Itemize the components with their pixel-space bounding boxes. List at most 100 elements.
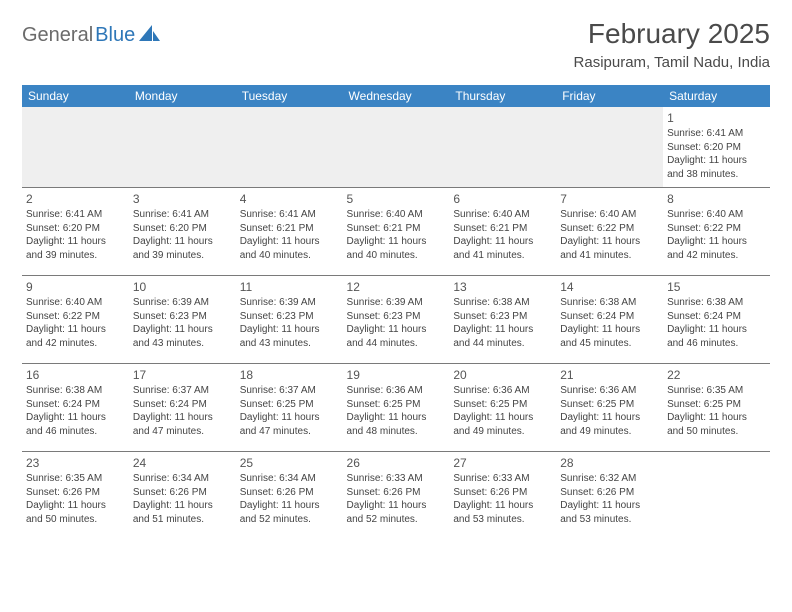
daylight-line: Daylight: 11 hours and 46 minutes. bbox=[667, 323, 766, 350]
sunset-line: Sunset: 6:25 PM bbox=[453, 398, 552, 412]
calendar-empty-cell bbox=[129, 107, 236, 188]
sunrise-line: Sunrise: 6:40 AM bbox=[560, 208, 659, 222]
day-number: 28 bbox=[560, 455, 659, 471]
daylight-line: Daylight: 11 hours and 52 minutes. bbox=[240, 499, 339, 526]
calendar-day-cell: 28Sunrise: 6:32 AMSunset: 6:26 PMDayligh… bbox=[556, 452, 663, 540]
weekday-header: Tuesday bbox=[236, 85, 343, 107]
sunset-line: Sunset: 6:24 PM bbox=[667, 310, 766, 324]
day-number: 1 bbox=[667, 110, 766, 126]
day-number: 18 bbox=[240, 367, 339, 383]
calendar-day-cell: 17Sunrise: 6:37 AMSunset: 6:24 PMDayligh… bbox=[129, 364, 236, 452]
brand-logo: General Blue bbox=[22, 24, 161, 47]
calendar-page: General Blue February 2025 Rasipuram, Ta… bbox=[0, 0, 792, 540]
day-number: 12 bbox=[347, 279, 446, 295]
calendar-empty-cell bbox=[22, 107, 129, 188]
calendar-day-cell: 13Sunrise: 6:38 AMSunset: 6:23 PMDayligh… bbox=[449, 276, 556, 364]
title-block: February 2025 Rasipuram, Tamil Nadu, Ind… bbox=[574, 18, 770, 71]
sunset-line: Sunset: 6:20 PM bbox=[133, 222, 232, 236]
sunset-line: Sunset: 6:21 PM bbox=[240, 222, 339, 236]
day-number: 5 bbox=[347, 191, 446, 207]
day-number: 15 bbox=[667, 279, 766, 295]
calendar-week: 23Sunrise: 6:35 AMSunset: 6:26 PMDayligh… bbox=[22, 452, 770, 540]
calendar-day-cell: 21Sunrise: 6:36 AMSunset: 6:25 PMDayligh… bbox=[556, 364, 663, 452]
sunrise-line: Sunrise: 6:38 AM bbox=[453, 296, 552, 310]
calendar-day-cell: 22Sunrise: 6:35 AMSunset: 6:25 PMDayligh… bbox=[663, 364, 770, 452]
daylight-line: Daylight: 11 hours and 39 minutes. bbox=[133, 235, 232, 262]
calendar-day-cell: 12Sunrise: 6:39 AMSunset: 6:23 PMDayligh… bbox=[343, 276, 450, 364]
sunrise-line: Sunrise: 6:32 AM bbox=[560, 472, 659, 486]
weekday-header: Friday bbox=[556, 85, 663, 107]
sunset-line: Sunset: 6:24 PM bbox=[133, 398, 232, 412]
sunset-line: Sunset: 6:26 PM bbox=[453, 486, 552, 500]
sunset-line: Sunset: 6:21 PM bbox=[453, 222, 552, 236]
sunrise-line: Sunrise: 6:38 AM bbox=[26, 384, 125, 398]
sunrise-line: Sunrise: 6:33 AM bbox=[347, 472, 446, 486]
day-number: 13 bbox=[453, 279, 552, 295]
day-number: 17 bbox=[133, 367, 232, 383]
calendar-table: SundayMondayTuesdayWednesdayThursdayFrid… bbox=[22, 85, 770, 540]
sunset-line: Sunset: 6:25 PM bbox=[560, 398, 659, 412]
day-number: 4 bbox=[240, 191, 339, 207]
calendar-day-cell: 19Sunrise: 6:36 AMSunset: 6:25 PMDayligh… bbox=[343, 364, 450, 452]
location-label: Rasipuram, Tamil Nadu, India bbox=[574, 54, 770, 71]
daylight-line: Daylight: 11 hours and 52 minutes. bbox=[347, 499, 446, 526]
sunset-line: Sunset: 6:26 PM bbox=[560, 486, 659, 500]
daylight-line: Daylight: 11 hours and 51 minutes. bbox=[133, 499, 232, 526]
day-number: 27 bbox=[453, 455, 552, 471]
day-number: 10 bbox=[133, 279, 232, 295]
day-number: 26 bbox=[347, 455, 446, 471]
day-number: 7 bbox=[560, 191, 659, 207]
daylight-line: Daylight: 11 hours and 47 minutes. bbox=[133, 411, 232, 438]
daylight-line: Daylight: 11 hours and 42 minutes. bbox=[26, 323, 125, 350]
sunset-line: Sunset: 6:23 PM bbox=[453, 310, 552, 324]
daylight-line: Daylight: 11 hours and 49 minutes. bbox=[453, 411, 552, 438]
daylight-line: Daylight: 11 hours and 45 minutes. bbox=[560, 323, 659, 350]
sunrise-line: Sunrise: 6:39 AM bbox=[133, 296, 232, 310]
sunrise-line: Sunrise: 6:34 AM bbox=[240, 472, 339, 486]
calendar-day-cell: 6Sunrise: 6:40 AMSunset: 6:21 PMDaylight… bbox=[449, 188, 556, 276]
weekday-row: SundayMondayTuesdayWednesdayThursdayFrid… bbox=[22, 85, 770, 107]
sunrise-line: Sunrise: 6:33 AM bbox=[453, 472, 552, 486]
sunset-line: Sunset: 6:22 PM bbox=[26, 310, 125, 324]
daylight-line: Daylight: 11 hours and 44 minutes. bbox=[453, 323, 552, 350]
weekday-header: Wednesday bbox=[343, 85, 450, 107]
sunrise-line: Sunrise: 6:41 AM bbox=[26, 208, 125, 222]
calendar-day-cell: 15Sunrise: 6:38 AMSunset: 6:24 PMDayligh… bbox=[663, 276, 770, 364]
sunrise-line: Sunrise: 6:39 AM bbox=[240, 296, 339, 310]
sunrise-line: Sunrise: 6:35 AM bbox=[26, 472, 125, 486]
sunrise-line: Sunrise: 6:40 AM bbox=[453, 208, 552, 222]
calendar-day-cell: 5Sunrise: 6:40 AMSunset: 6:21 PMDaylight… bbox=[343, 188, 450, 276]
daylight-line: Daylight: 11 hours and 43 minutes. bbox=[133, 323, 232, 350]
calendar-day-cell: 14Sunrise: 6:38 AMSunset: 6:24 PMDayligh… bbox=[556, 276, 663, 364]
day-number: 21 bbox=[560, 367, 659, 383]
daylight-line: Daylight: 11 hours and 48 minutes. bbox=[347, 411, 446, 438]
calendar-body: 1Sunrise: 6:41 AMSunset: 6:20 PMDaylight… bbox=[22, 107, 770, 540]
daylight-line: Daylight: 11 hours and 44 minutes. bbox=[347, 323, 446, 350]
sunrise-line: Sunrise: 6:41 AM bbox=[133, 208, 232, 222]
daylight-line: Daylight: 11 hours and 47 minutes. bbox=[240, 411, 339, 438]
logo-sail-icon bbox=[139, 24, 161, 47]
calendar-day-cell: 20Sunrise: 6:36 AMSunset: 6:25 PMDayligh… bbox=[449, 364, 556, 452]
sunset-line: Sunset: 6:24 PM bbox=[560, 310, 659, 324]
day-number: 19 bbox=[347, 367, 446, 383]
calendar-day-cell: 18Sunrise: 6:37 AMSunset: 6:25 PMDayligh… bbox=[236, 364, 343, 452]
sunrise-line: Sunrise: 6:38 AM bbox=[560, 296, 659, 310]
calendar-day-cell: 7Sunrise: 6:40 AMSunset: 6:22 PMDaylight… bbox=[556, 188, 663, 276]
calendar-empty-cell bbox=[663, 452, 770, 540]
daylight-line: Daylight: 11 hours and 50 minutes. bbox=[26, 499, 125, 526]
day-number: 20 bbox=[453, 367, 552, 383]
day-number: 14 bbox=[560, 279, 659, 295]
sunrise-line: Sunrise: 6:36 AM bbox=[560, 384, 659, 398]
calendar-day-cell: 4Sunrise: 6:41 AMSunset: 6:21 PMDaylight… bbox=[236, 188, 343, 276]
day-number: 16 bbox=[26, 367, 125, 383]
daylight-line: Daylight: 11 hours and 46 minutes. bbox=[26, 411, 125, 438]
calendar-day-cell: 27Sunrise: 6:33 AMSunset: 6:26 PMDayligh… bbox=[449, 452, 556, 540]
sunrise-line: Sunrise: 6:35 AM bbox=[667, 384, 766, 398]
day-number: 9 bbox=[26, 279, 125, 295]
daylight-line: Daylight: 11 hours and 53 minutes. bbox=[453, 499, 552, 526]
sunrise-line: Sunrise: 6:38 AM bbox=[667, 296, 766, 310]
calendar-week: 16Sunrise: 6:38 AMSunset: 6:24 PMDayligh… bbox=[22, 364, 770, 452]
calendar-day-cell: 8Sunrise: 6:40 AMSunset: 6:22 PMDaylight… bbox=[663, 188, 770, 276]
calendar-day-cell: 11Sunrise: 6:39 AMSunset: 6:23 PMDayligh… bbox=[236, 276, 343, 364]
day-number: 22 bbox=[667, 367, 766, 383]
